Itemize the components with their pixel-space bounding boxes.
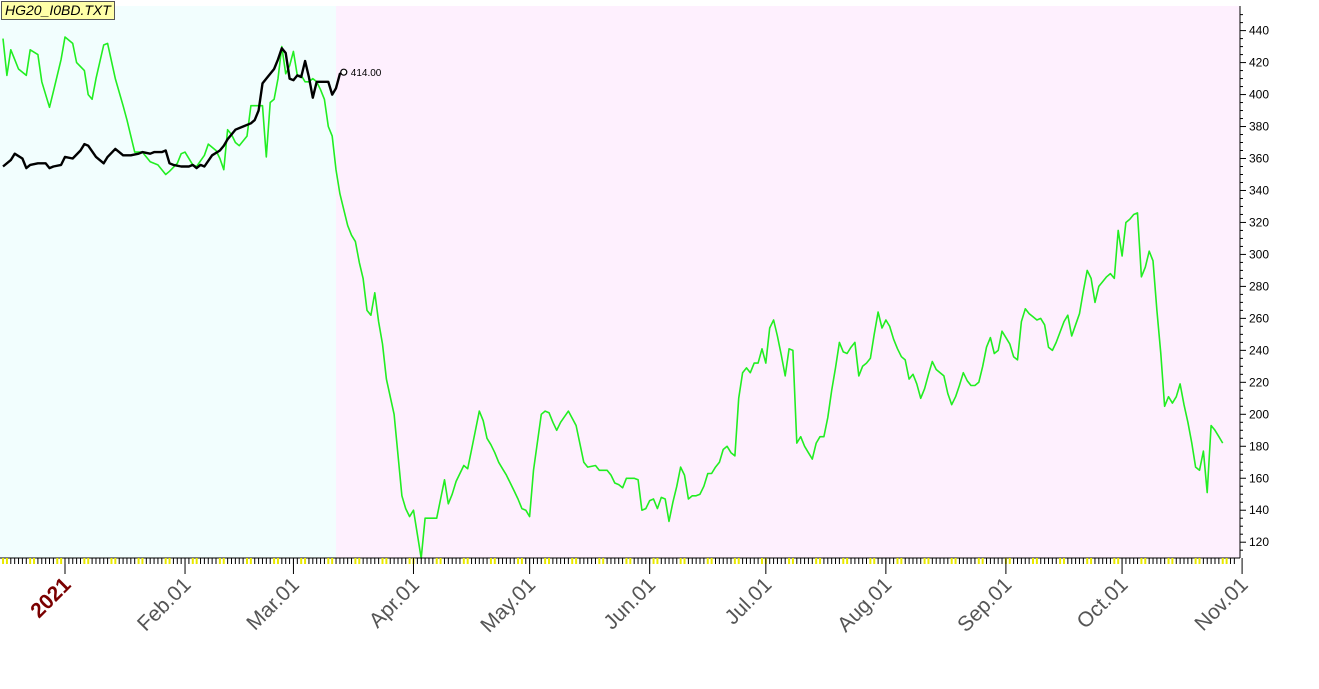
x-tick-label: Jun.01 [599, 573, 660, 634]
x-tick-label: Mar.01 [242, 573, 304, 635]
x-tick-label: Sep.01 [953, 573, 1016, 636]
y-tick-label: 180 [1249, 439, 1269, 453]
y-tick-label: 160 [1249, 471, 1269, 485]
series-layer [2, 36, 1224, 560]
y-tick-label: 380 [1249, 120, 1269, 134]
x-tick-label: 2021 [26, 573, 76, 623]
history-background [0, 6, 337, 558]
y-tick-label: 340 [1249, 183, 1269, 197]
y-tick-label: 200 [1249, 407, 1269, 421]
x-tick-label: Aug.01 [833, 573, 896, 636]
y-tick-label: 360 [1249, 152, 1269, 166]
future-background [336, 6, 1240, 558]
x-tick-label: Feb.01 [133, 573, 196, 636]
last-point-marker [340, 68, 348, 76]
y-tick-label: 300 [1249, 247, 1269, 261]
y-tick-label: 260 [1249, 311, 1269, 325]
y-tick-label: 420 [1249, 56, 1269, 70]
last-point-layer: 414.00 [340, 68, 382, 79]
series-line-black [2, 47, 345, 170]
y-tick-label: 400 [1249, 88, 1269, 102]
x-tick-label: Apr.01 [365, 573, 424, 632]
x-tick-label: Oct.01 [1073, 573, 1133, 633]
y-tick-label: 320 [1249, 215, 1269, 229]
y-tick-label: 220 [1249, 375, 1269, 389]
x-tick-label: Jul.01 [720, 573, 776, 629]
y-tick-label: 280 [1249, 279, 1269, 293]
chart-title-label: HG20_I0BD.TXT [1, 1, 115, 20]
last-value-label: 414.00 [351, 68, 382, 79]
y-tick-label: 240 [1249, 343, 1269, 357]
x-tick-label: May.01 [476, 573, 540, 637]
y-axis: 120 140 160 180 200 220 240 260 280 300 320 340 360 3… [1239, 6, 1269, 558]
x-tick-label: Nov.01 [1190, 573, 1252, 635]
x-axis: 2021 Feb.01 Mar.01 Apr.01 May.01 Jun.01 Jul.01… [0, 557, 1253, 637]
y-tick-label: 140 [1249, 503, 1269, 517]
y-tick-label: 440 [1249, 24, 1269, 38]
y-tick-label: 120 [1249, 535, 1269, 549]
